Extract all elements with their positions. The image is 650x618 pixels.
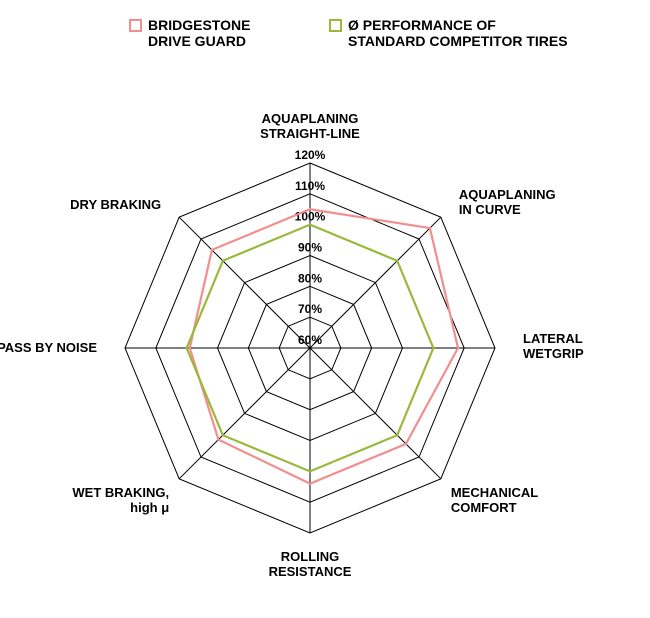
legend-marker [130,20,141,31]
axis-label: AQUAPLANINGIN CURVE [459,187,556,217]
legend-label: BRIDGESTONEDRIVE GUARD [148,17,250,49]
legend-marker [330,20,341,31]
axis-label: DRY BRAKING [70,197,161,212]
tick-label: 120% [295,148,326,162]
tick-label: 80% [298,271,322,285]
legend-label: Ø PERFORMANCE OFSTANDARD COMPETITOR TIRE… [348,17,568,49]
legend: BRIDGESTONEDRIVE GUARD Ø PERFORMANCE OFST… [130,17,568,49]
axis-label: ROLLINGRESISTANCE [269,549,352,579]
axis-label: AQUAPLANINGSTRAIGHT-LINE [260,111,360,141]
tick-label: 60% [298,333,322,347]
axis-label: LATERALWETGRIP [523,331,584,361]
axis-label: MECHANICALCOMFORT [451,485,538,515]
tick-label: 90% [298,241,322,255]
tick-label: 110% [295,179,325,193]
radar-chart: 60%70%80%90%100%110%120%AQUAPLANINGSTRAI… [0,0,650,618]
axis-label: PASS BY NOISE [0,340,97,355]
axis-labels: AQUAPLANINGSTRAIGHT-LINE AQUAPLANINGIN CU… [0,111,584,579]
axis-label: WET BRAKING,high μ [72,485,169,515]
tick-label: 70% [298,302,322,316]
radar-series [187,209,458,483]
series-line [190,209,458,483]
